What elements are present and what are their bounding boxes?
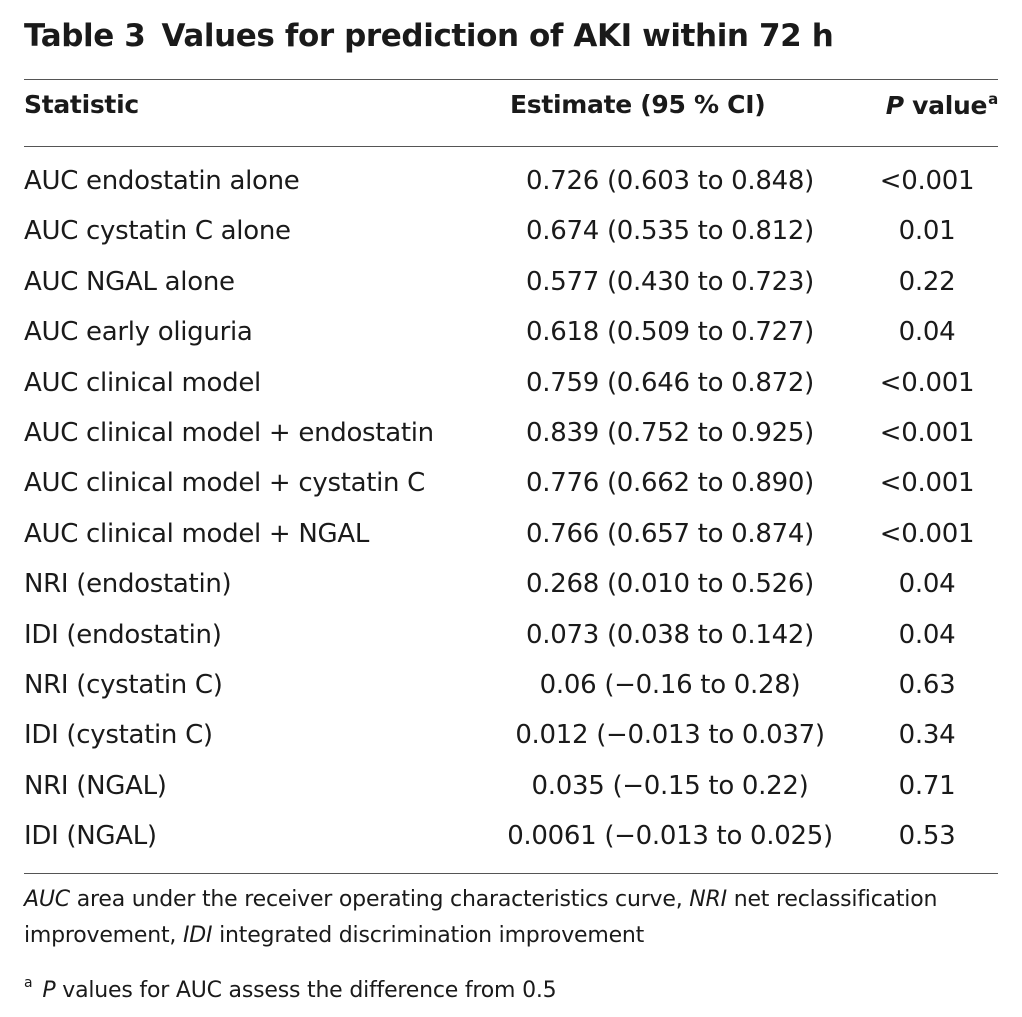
cell-estimate: 0.06 (−0.16 to 0.28) <box>539 669 801 700</box>
cell-statistic: IDI (cystatin C) <box>24 720 213 751</box>
table-row: AUC cystatin C alone 0.674 (0.535 to 0.8… <box>24 208 998 258</box>
header-p-italic: P <box>885 91 904 120</box>
cell-p-value: 0.22 <box>898 266 956 297</box>
cell-statistic: NRI (cystatin C) <box>24 669 223 700</box>
table-number: Table 3 <box>24 18 146 54</box>
table-row: AUC clinical model + NGAL 0.766 (0.657 t… <box>24 511 998 561</box>
cell-p-value: 0.53 <box>898 821 956 852</box>
cell-p-value: 0.34 <box>898 720 956 751</box>
footnote-marker: a <box>24 975 33 991</box>
cell-statistic: IDI (endostatin) <box>24 619 222 650</box>
cell-estimate: 0.618 (0.509 to 0.727) <box>526 317 814 348</box>
footnote-p-text: values for AUC assess the difference fro… <box>55 978 557 1003</box>
cell-p-value: 0.71 <box>898 770 956 801</box>
header-p-rest: value <box>903 91 988 120</box>
cell-estimate: 0.726 (0.603 to 0.848) <box>526 166 814 196</box>
abbrev-idi-definition: integrated discrimination improvement <box>212 923 645 948</box>
header-rule <box>24 146 998 147</box>
cell-estimate: 0.839 (0.752 to 0.925) <box>526 417 814 448</box>
cell-estimate: 0.674 (0.535 to 0.812) <box>526 216 814 247</box>
footnote-p-italic: P <box>42 978 56 1003</box>
table-caption: Values for prediction of AKI within 72 h <box>161 18 834 54</box>
cell-estimate: 0.759 (0.646 to 0.872) <box>526 367 814 398</box>
cell-statistic: AUC clinical model + endostatin <box>24 417 434 448</box>
header-estimate: Estimate (95 % CI) <box>510 90 766 119</box>
header-p-value: P valuea <box>885 90 999 120</box>
cell-statistic: NRI (endostatin) <box>24 569 232 600</box>
table-row: IDI (endostatin) 0.073 (0.038 to 0.142) … <box>24 612 998 662</box>
table-row: AUC clinical model 0.759 (0.646 to 0.872… <box>24 360 998 410</box>
table-row: IDI (NGAL) 0.0061 (−0.013 to 0.025) 0.53 <box>24 813 998 863</box>
abbrev-idi: IDI <box>183 923 213 948</box>
abbrev-nri-definition: net reclassification improvement, <box>24 887 938 948</box>
abbrev-auc-definition: area under the receiver operating charac… <box>69 887 690 912</box>
abbrev-auc: AUC <box>24 887 70 912</box>
table-row: NRI (cystatin C) 0.06 (−0.16 to 0.28) 0.… <box>24 662 998 712</box>
table-title: Table 3 Values for prediction of AKI with… <box>24 18 834 54</box>
table-row: AUC NGAL alone 0.577 (0.430 to 0.723) 0.… <box>24 259 998 309</box>
cell-estimate: 0.577 (0.430 to 0.723) <box>526 266 814 297</box>
abbreviations-footnote: AUC area under the receiver operating ch… <box>24 882 998 954</box>
cell-p-value: <0.001 <box>879 518 975 549</box>
cell-statistic: NRI (NGAL) <box>24 770 167 801</box>
table-row: NRI (NGAL) 0.035 (−0.15 to 0.22) 0.71 <box>24 763 998 813</box>
cell-estimate: 0.073 (0.038 to 0.142) <box>526 619 814 650</box>
table-row: AUC early oliguria 0.618 (0.509 to 0.727… <box>24 309 998 359</box>
cell-statistic: AUC clinical model + cystatin C <box>24 468 426 499</box>
header-p-footnote-marker: a <box>988 90 998 108</box>
table-row: IDI (cystatin C) 0.012 (−0.013 to 0.037)… <box>24 712 998 762</box>
cell-p-value: <0.001 <box>879 367 975 398</box>
cell-statistic: AUC early oliguria <box>24 317 253 348</box>
header-statistic: Statistic <box>24 90 139 119</box>
cell-p-value: <0.001 <box>879 417 975 448</box>
table-row: AUC clinical model + endostatin 0.839 (0… <box>24 410 998 460</box>
table-body: AUC endostatin alone 0.726 (0.603 to 0.8… <box>24 158 998 863</box>
cell-estimate: 0.268 (0.010 to 0.526) <box>526 569 814 600</box>
top-rule <box>24 79 998 80</box>
table-row: AUC endostatin alone 0.726 (0.603 to 0.8… <box>24 158 998 208</box>
table-row: NRI (endostatin) 0.268 (0.010 to 0.526) … <box>24 561 998 611</box>
abbrev-nri: NRI <box>689 887 727 912</box>
cell-estimate: 0.766 (0.657 to 0.874) <box>526 518 814 549</box>
cell-statistic: AUC clinical model <box>24 367 261 398</box>
cell-statistic: AUC cystatin C alone <box>24 216 291 247</box>
cell-p-value: 0.01 <box>898 216 956 247</box>
cell-p-value: 0.04 <box>898 569 956 600</box>
cell-estimate: 0.035 (−0.15 to 0.22) <box>531 770 809 801</box>
table-row: AUC clinical model + cystatin C 0.776 (0… <box>24 460 998 510</box>
bottom-rule <box>24 873 998 874</box>
cell-p-value: 0.04 <box>898 619 956 650</box>
cell-statistic: AUC clinical model + NGAL <box>24 518 370 549</box>
cell-estimate: 0.0061 (−0.013 to 0.025) <box>507 821 833 852</box>
cell-p-value: <0.001 <box>879 166 975 196</box>
cell-estimate: 0.012 (−0.013 to 0.037) <box>515 720 825 751</box>
cell-p-value: 0.63 <box>898 669 956 700</box>
cell-p-value: <0.001 <box>879 468 975 499</box>
cell-statistic: AUC NGAL alone <box>24 266 235 297</box>
cell-statistic: IDI (NGAL) <box>24 821 157 852</box>
cell-estimate: 0.776 (0.662 to 0.890) <box>526 468 814 499</box>
cell-statistic: AUC endostatin alone <box>24 166 300 196</box>
cell-p-value: 0.04 <box>898 317 956 348</box>
